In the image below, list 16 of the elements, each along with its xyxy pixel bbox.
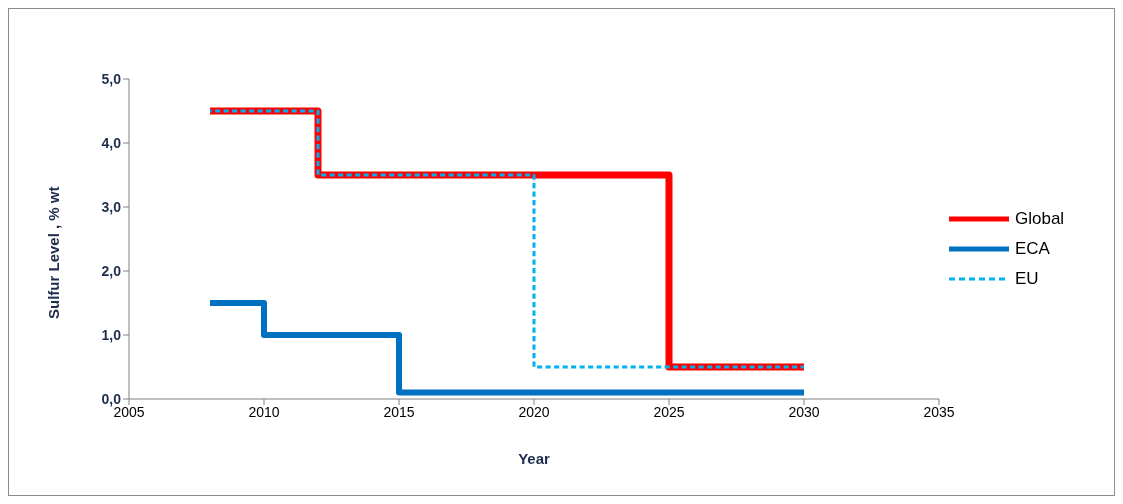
legend-label: ECA xyxy=(1015,239,1050,259)
y-tick-label: 1,0 xyxy=(101,326,122,343)
x-tick-label: 2025 xyxy=(653,403,685,420)
y-tick-label: 3,0 xyxy=(101,198,122,215)
x-tick-label: 2030 xyxy=(788,403,820,420)
y-tick-label: 4,0 xyxy=(101,134,122,151)
y-tick-label: 5,0 xyxy=(101,70,122,87)
x-tick-label: 2035 xyxy=(923,403,955,420)
x-tick-label: 2015 xyxy=(383,403,415,420)
legend-label: EU xyxy=(1015,269,1039,289)
y-axis-title: Sulfur Level , % wt xyxy=(45,186,63,319)
y-tick-label: 2,0 xyxy=(101,262,122,279)
legend-label: Global xyxy=(1015,209,1065,229)
x-tick-label: 2010 xyxy=(248,403,280,420)
x-axis-title: Year xyxy=(518,450,551,467)
x-tick-label: 2020 xyxy=(518,403,550,420)
